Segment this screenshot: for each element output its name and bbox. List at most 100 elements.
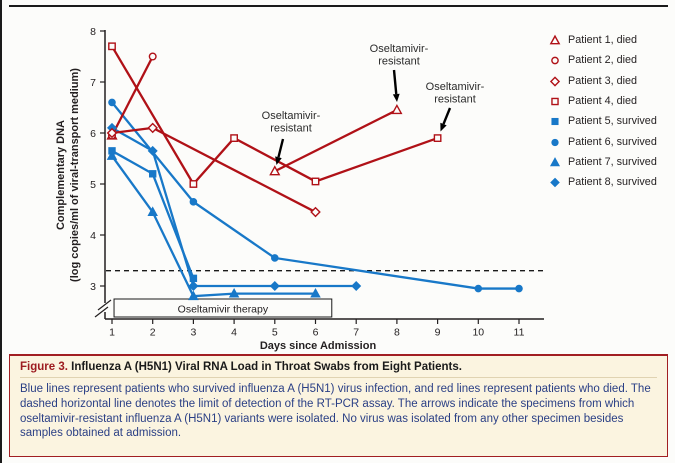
data-point — [188, 290, 199, 301]
y-axis-title: Complementary DNA — [55, 120, 67, 230]
x-tick-label: 6 — [313, 327, 319, 339]
x-tick-label: 9 — [435, 327, 441, 339]
x-tick-label: 2 — [150, 327, 156, 339]
x-tick-label: 11 — [514, 327, 525, 339]
svg-text:Oseltamivir-: Oseltamivir- — [370, 43, 429, 55]
chart-legend: Patient 1, died Patient 2, died Patient 3,… — [549, 30, 671, 192]
data-point — [311, 177, 320, 186]
legend-label: Patient 8, survived — [568, 176, 657, 189]
x-tick-label: 7 — [353, 327, 359, 339]
legend-circle-icon — [551, 138, 559, 146]
annotation-oseltamivir-resistant: Oseltamivir-resistant — [262, 110, 321, 165]
y-tick-label: 5 — [90, 179, 96, 191]
series-patient-1-died — [274, 109, 398, 173]
legend-item: Patient 1, died — [549, 30, 671, 50]
legend-square-icon — [551, 97, 559, 106]
svg-text:resistant: resistant — [434, 94, 476, 106]
legend-label: Patient 7, survived — [568, 155, 657, 168]
annotation-oseltamivir-resistant: Oseltamivir-resistant — [426, 81, 485, 132]
legend-diamond-icon — [550, 177, 560, 188]
data-point — [147, 206, 158, 216]
data-point — [551, 118, 559, 126]
data-point — [351, 280, 362, 292]
axis-break-icon — [97, 299, 112, 311]
legend-diamond-icon — [549, 76, 561, 87]
caption-title-text: Influenza A (H5N1) Viral RNA Load in Thr… — [71, 361, 462, 373]
resistance-arrow — [277, 138, 285, 158]
legend-label: Patient 3, died — [568, 74, 638, 87]
caption-figure-label: Figure 3. — [20, 361, 72, 373]
svg-text:Oseltamivir-: Oseltamivir- — [426, 81, 485, 93]
legend-triangle-icon — [549, 34, 561, 45]
legend-label: Patient 4, died — [568, 95, 638, 108]
data-point — [391, 103, 403, 115]
data-point — [269, 165, 281, 176]
markers-patient-4-died — [108, 42, 442, 188]
legend-item: Patient 5, survived — [549, 111, 671, 131]
markers-patient-3-died — [106, 122, 321, 218]
x-tick-label: 10 — [472, 327, 484, 339]
oseltamivir-therapy-box: Oseltamivir therapy — [113, 298, 333, 318]
data-point — [108, 98, 116, 107]
data-point — [108, 42, 116, 51]
legend-item: Patient 2, died — [549, 50, 671, 70]
data-point — [549, 34, 561, 45]
data-point — [189, 198, 198, 206]
caption-title: Figure 3. Influenza A (H5N1) Viral RNA L… — [20, 361, 657, 378]
y-axis-subtitle: (log copies/ml of viral-transport medium… — [69, 68, 81, 282]
data-point — [433, 134, 442, 142]
x-tick-label: 8 — [394, 327, 400, 339]
legend-circle-icon — [551, 57, 559, 65]
legend-triangle-icon — [549, 157, 561, 167]
x-tick-label: 5 — [272, 327, 278, 339]
y-tick-label: 8 — [90, 26, 96, 38]
series-patient-2-died — [110, 55, 154, 137]
arrowhead-icon — [440, 122, 447, 132]
data-point — [189, 274, 198, 283]
axis-break-icon — [94, 306, 109, 318]
data-point — [550, 177, 560, 188]
x-axis-title: Days since Admission — [260, 340, 377, 352]
svg-text:Oseltamivir-: Oseltamivir- — [262, 110, 321, 122]
data-point — [147, 145, 158, 156]
svg-text:resistant: resistant — [270, 123, 312, 135]
figure-caption: Figure 3. Influenza A (H5N1) Viral RNA L… — [9, 354, 668, 457]
data-point — [149, 170, 157, 178]
data-point — [310, 206, 321, 218]
x-tick-label: 3 — [190, 327, 196, 339]
legend-label: Patient 5, survived — [568, 115, 657, 128]
data-point — [147, 122, 158, 134]
data-point — [551, 97, 559, 106]
legend-square-icon — [551, 118, 559, 126]
y-tick-label: 6 — [90, 128, 96, 140]
series-patient-7-survived — [111, 155, 316, 298]
legend-item: Patient 6, survived — [549, 131, 671, 151]
caption-body: Blue lines represent patients who surviv… — [20, 383, 651, 440]
svg-text:resistant: resistant — [378, 56, 420, 68]
data-point — [549, 157, 561, 167]
legend-label: Patient 2, died — [568, 54, 638, 67]
y-tick-label: 4 — [90, 230, 96, 242]
legend-label: Patient 6, survived — [568, 135, 657, 148]
data-point — [474, 284, 483, 293]
data-point — [549, 76, 561, 87]
y-tick-label: 3 — [90, 281, 96, 293]
data-point — [189, 180, 198, 188]
data-point — [269, 280, 280, 292]
data-point — [106, 150, 118, 160]
data-point — [515, 284, 523, 293]
series-patient-6-survived — [111, 101, 519, 290]
data-point — [271, 254, 279, 262]
therapy-label: Oseltamivir therapy — [178, 304, 269, 316]
markers-patient-7-survived — [106, 150, 321, 301]
resistance-arrow — [392, 69, 398, 95]
y-tick-label: 7 — [90, 77, 96, 89]
x-tick-label: 1 — [109, 327, 115, 339]
top-rule — [9, 5, 668, 7]
legend-item: Patient 8, survived — [549, 172, 671, 192]
data-point — [106, 127, 118, 139]
axes — [94, 30, 544, 320]
arrowhead-icon — [392, 93, 400, 102]
legend-label: Patient 1, died — [568, 34, 638, 47]
